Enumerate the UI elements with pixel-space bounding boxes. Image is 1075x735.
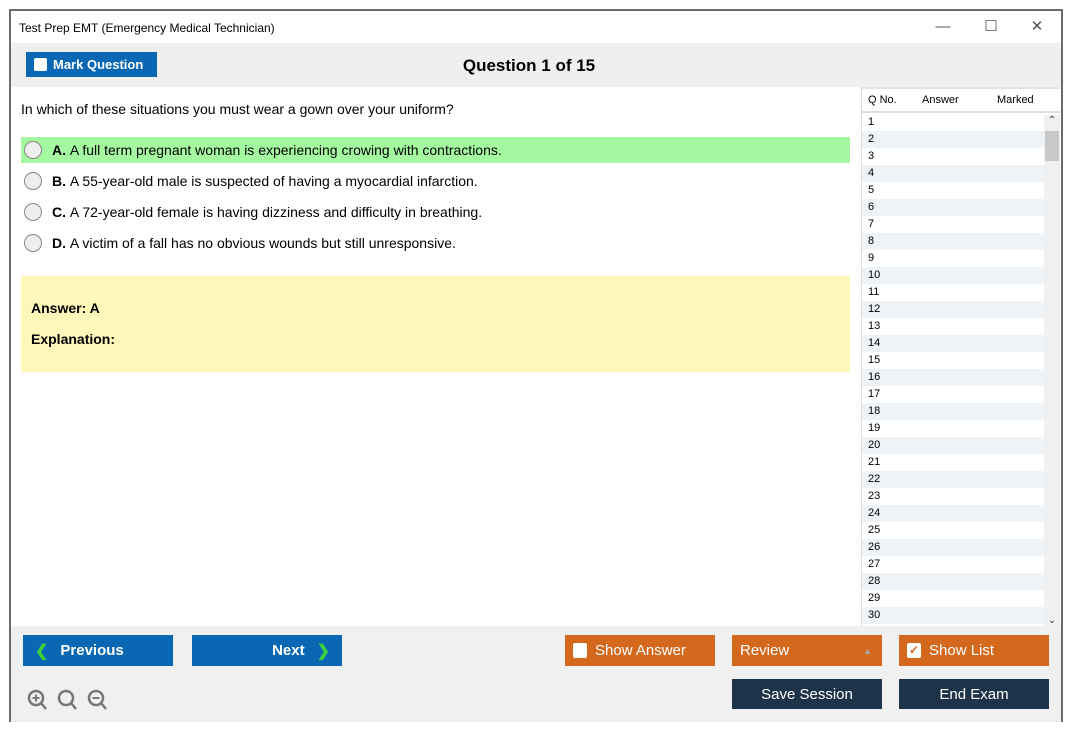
- answer-option[interactable]: A. A full term pregnant woman is experie…: [21, 137, 850, 163]
- list-row[interactable]: 3: [868, 150, 875, 162]
- answer-label: Answer: A: [31, 300, 100, 316]
- list-row[interactable]: 21: [868, 456, 881, 468]
- option-text: A 72-year-old female is having dizziness…: [69, 204, 483, 220]
- question-text: In which of these situations you must we…: [21, 101, 454, 117]
- list-row[interactable]: 5: [868, 184, 875, 196]
- list-row[interactable]: 25: [868, 524, 881, 536]
- header-qno: Q No.: [868, 94, 897, 106]
- next-label: Next: [272, 642, 305, 659]
- list-row[interactable]: 30: [862, 607, 1044, 624]
- mark-question-button[interactable]: Mark Question: [26, 52, 157, 77]
- list-row[interactable]: 1: [868, 116, 875, 128]
- caret-up-icon: ▲: [863, 645, 872, 656]
- header-marked: Marked: [997, 94, 1034, 106]
- list-row[interactable]: 24: [862, 505, 1044, 522]
- list-row[interactable]: 20: [862, 437, 1044, 454]
- list-row[interactable]: 14: [862, 335, 1044, 352]
- answer-option[interactable]: B. A 55-year-old male is suspected of ha…: [21, 168, 850, 194]
- list-row[interactable]: 9: [868, 252, 875, 264]
- review-label: Review: [740, 642, 790, 659]
- title-bar: Test Prep EMT (Emergency Medical Technic…: [11, 11, 1061, 43]
- close-button[interactable]: ✕: [1030, 18, 1044, 35]
- radio-button[interactable]: [24, 172, 42, 190]
- list-row[interactable]: 27: [868, 558, 881, 570]
- list-row[interactable]: 26: [862, 539, 1044, 556]
- list-row[interactable]: 4: [862, 165, 1044, 182]
- list-row[interactable]: 12: [862, 301, 1044, 318]
- list-row[interactable]: 10: [862, 267, 1044, 284]
- list-row[interactable]: 28: [862, 573, 1044, 590]
- show-answer-label: Show Answer: [595, 642, 686, 659]
- bottom-bar: ❮ Previous Next ❯ Show Answer Review ▲ ✓…: [11, 626, 1061, 722]
- answer-option[interactable]: D. A victim of a fall has no obvious wou…: [21, 230, 850, 256]
- save-session-button[interactable]: Save Session: [732, 679, 882, 709]
- zoom-in-icon[interactable]: [27, 689, 47, 710]
- end-exam-button[interactable]: End Exam: [899, 679, 1049, 709]
- list-row[interactable]: 29: [868, 592, 881, 604]
- option-text: A full term pregnant woman is experienci…: [69, 142, 502, 158]
- option-text: A victim of a fall has no obvious wounds…: [69, 235, 456, 251]
- option-letter: D.: [52, 235, 66, 251]
- list-row[interactable]: 7: [868, 218, 875, 230]
- radio-button[interactable]: [24, 203, 42, 221]
- radio-button[interactable]: [24, 141, 42, 159]
- list-row[interactable]: 8: [862, 233, 1044, 250]
- toolbar: Question 1 of 15 Mark Question: [11, 43, 1061, 87]
- previous-button[interactable]: ❮ Previous: [23, 635, 173, 666]
- list-scrollbar[interactable]: ⌃ ⌄: [1044, 115, 1060, 626]
- list-row[interactable]: 6: [862, 199, 1044, 216]
- list-row[interactable]: 16: [862, 369, 1044, 386]
- app-window: Test Prep EMT (Emergency Medical Technic…: [9, 9, 1063, 722]
- review-dropdown[interactable]: Review ▲: [732, 635, 882, 666]
- minimize-button[interactable]: —: [935, 18, 951, 35]
- list-row[interactable]: 19: [868, 422, 881, 434]
- previous-label: Previous: [60, 642, 124, 659]
- question-list: Q No. Answer Marked 1 2 3 4 5 6 7 8 9 10 11 12 13 14 1…: [861, 87, 1060, 626]
- next-button[interactable]: Next ❯: [192, 635, 342, 666]
- radio-button[interactable]: [24, 234, 42, 252]
- maximize-button[interactable]: ☐: [984, 18, 998, 35]
- chevron-right-icon: ❯: [316, 642, 330, 660]
- show-list-label: Show List: [929, 642, 995, 659]
- answer-option[interactable]: C. A 72-year-old female is having dizzin…: [21, 199, 850, 225]
- zoom-reset-icon[interactable]: [57, 689, 77, 710]
- chevron-left-icon: ❮: [35, 642, 49, 660]
- scroll-up-icon[interactable]: ⌃: [1047, 115, 1057, 126]
- question-header: Question 1 of 15: [462, 56, 596, 75]
- option-letter: B.: [52, 173, 66, 189]
- checkbox-checked-icon: ✓: [907, 643, 921, 658]
- zoom-controls: [27, 689, 107, 710]
- list-row[interactable]: 13: [868, 320, 881, 332]
- explanation-label: Explanation:: [31, 331, 116, 347]
- zoom-out-icon[interactable]: [87, 689, 107, 710]
- scroll-down-icon[interactable]: ⌄: [1047, 615, 1057, 626]
- list-header: Q No. Answer Marked: [862, 87, 1060, 113]
- list-row[interactable]: 22: [862, 471, 1044, 488]
- checkbox-icon: [34, 58, 47, 71]
- list-row[interactable]: 11: [868, 286, 880, 298]
- checkbox-icon: [573, 643, 587, 658]
- header-answer: Answer: [922, 94, 959, 106]
- mark-question-label: Mark Question: [53, 57, 144, 72]
- window-title: Test Prep EMT (Emergency Medical Technic…: [19, 21, 275, 35]
- show-list-button[interactable]: ✓ Show List: [899, 635, 1049, 666]
- option-letter: C.: [52, 204, 66, 220]
- list-row[interactable]: 18: [862, 403, 1044, 420]
- list-row[interactable]: 17: [868, 388, 881, 400]
- option-letter: A.: [52, 142, 66, 158]
- list-row[interactable]: 2: [862, 131, 1044, 148]
- answer-box: Answer: A Explanation:: [21, 276, 850, 372]
- option-text: A 55-year-old male is suspected of havin…: [69, 173, 478, 189]
- scroll-thumb[interactable]: [1045, 131, 1059, 161]
- list-row[interactable]: 15: [868, 354, 881, 366]
- list-row[interactable]: 23: [868, 490, 881, 502]
- show-answer-button[interactable]: Show Answer: [565, 635, 715, 666]
